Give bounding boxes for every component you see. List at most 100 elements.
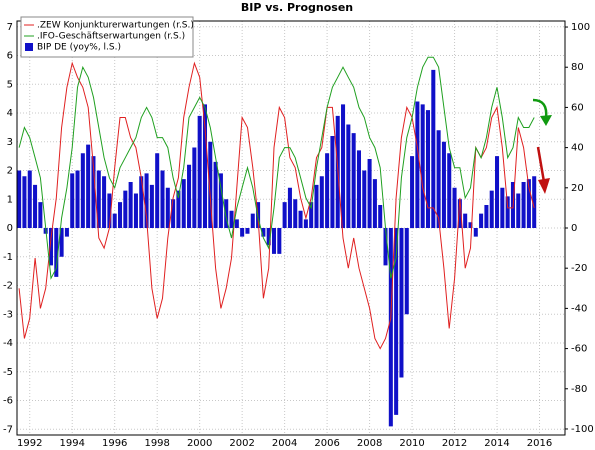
bar — [176, 190, 181, 228]
bar — [128, 182, 133, 228]
bar — [351, 133, 356, 228]
bar — [245, 228, 250, 234]
bar — [303, 219, 308, 228]
bar — [266, 228, 271, 246]
legend-box — [20, 16, 194, 58]
y2-tick-label: -100 — [571, 424, 594, 435]
bar — [479, 213, 484, 228]
bar — [139, 176, 144, 228]
y2-tick-label: 20 — [571, 183, 584, 194]
bar — [489, 190, 494, 228]
bar — [521, 182, 526, 228]
x-tick-label: 2008 — [357, 438, 382, 449]
y2-tick-label: -80 — [571, 384, 587, 395]
x-tick-label: 2000 — [187, 438, 212, 449]
bar — [107, 193, 112, 228]
legend-label: .ZEW Konjunkturerwartungen (r.S.) — [37, 21, 194, 31]
x-tick-label: 2012 — [442, 438, 467, 449]
green-arrow-head — [540, 115, 552, 126]
bar — [410, 156, 415, 228]
bar — [383, 228, 388, 266]
y2-tick-label: 40 — [571, 143, 584, 154]
bar — [463, 213, 468, 228]
bar — [197, 115, 202, 228]
bar — [133, 193, 138, 228]
bar — [372, 179, 377, 228]
x-tick-label: 1998 — [144, 438, 169, 449]
bar — [117, 202, 123, 228]
bar — [218, 173, 223, 228]
green-arrow — [532, 98, 548, 119]
bar — [181, 179, 186, 228]
bar — [298, 210, 303, 228]
x-tick-label: 2006 — [314, 438, 339, 449]
bar — [505, 196, 510, 228]
bar — [495, 156, 500, 228]
y-tick-label: -4 — [3, 338, 13, 349]
bar — [431, 69, 436, 228]
bar — [54, 228, 59, 277]
bar — [229, 210, 234, 228]
bar — [277, 228, 282, 254]
bar — [64, 228, 69, 237]
bar — [208, 141, 213, 228]
bar — [394, 228, 399, 415]
bar — [367, 159, 372, 228]
bar — [325, 153, 330, 228]
y2-tick-label: 0 — [571, 223, 577, 234]
y-tick-label: 6 — [7, 51, 13, 62]
x-tick-label: 2014 — [484, 438, 509, 449]
y2-tick-label: -60 — [571, 344, 587, 355]
bar — [420, 104, 425, 228]
bar — [399, 228, 404, 378]
bar — [526, 179, 531, 228]
bar — [309, 202, 314, 228]
y2-tick-label: -40 — [571, 303, 587, 314]
red-arrow-head — [538, 178, 550, 194]
x-tick-label: 2010 — [399, 438, 424, 449]
y-tick-label: -5 — [3, 367, 13, 378]
bar — [468, 222, 473, 228]
bar — [341, 104, 346, 228]
x-tick-label: 1996 — [102, 438, 127, 449]
bar — [378, 205, 383, 228]
bar — [59, 228, 64, 257]
y2-tick-label: 80 — [571, 62, 584, 73]
bar — [293, 199, 298, 228]
bar — [80, 153, 85, 228]
bar — [319, 176, 324, 228]
bar — [441, 141, 446, 228]
bar — [346, 124, 351, 228]
bar — [404, 228, 409, 315]
x-tick-label: 2004 — [272, 438, 297, 449]
y-tick-label: 5 — [7, 79, 13, 90]
x-tick-label: 2016 — [527, 438, 552, 449]
bar — [457, 199, 462, 228]
bar — [149, 184, 154, 228]
legend-label: BIP DE (yoy%, l.S.) — [37, 43, 121, 53]
bar — [388, 228, 393, 427]
bar — [155, 153, 160, 228]
bar — [415, 101, 420, 228]
bar — [452, 187, 457, 228]
legend-label: .IFO-Geschäftserwartungen (r.S.) — [37, 32, 185, 42]
bar — [234, 219, 239, 228]
bar — [96, 170, 101, 228]
bar — [27, 170, 32, 228]
bar — [192, 147, 197, 228]
bar — [17, 170, 22, 228]
y-tick-label: -7 — [3, 424, 13, 435]
bar — [48, 228, 54, 266]
bar — [38, 202, 43, 228]
bar — [171, 199, 176, 228]
annotation-arrows — [532, 98, 552, 194]
y-tick-label: 3 — [7, 137, 13, 148]
bar — [314, 184, 319, 228]
bar — [287, 187, 292, 228]
bar — [70, 173, 75, 228]
bar — [436, 130, 441, 228]
bar — [86, 144, 91, 228]
legend-swatch — [25, 43, 33, 51]
y-tick-label: 1 — [7, 194, 13, 205]
